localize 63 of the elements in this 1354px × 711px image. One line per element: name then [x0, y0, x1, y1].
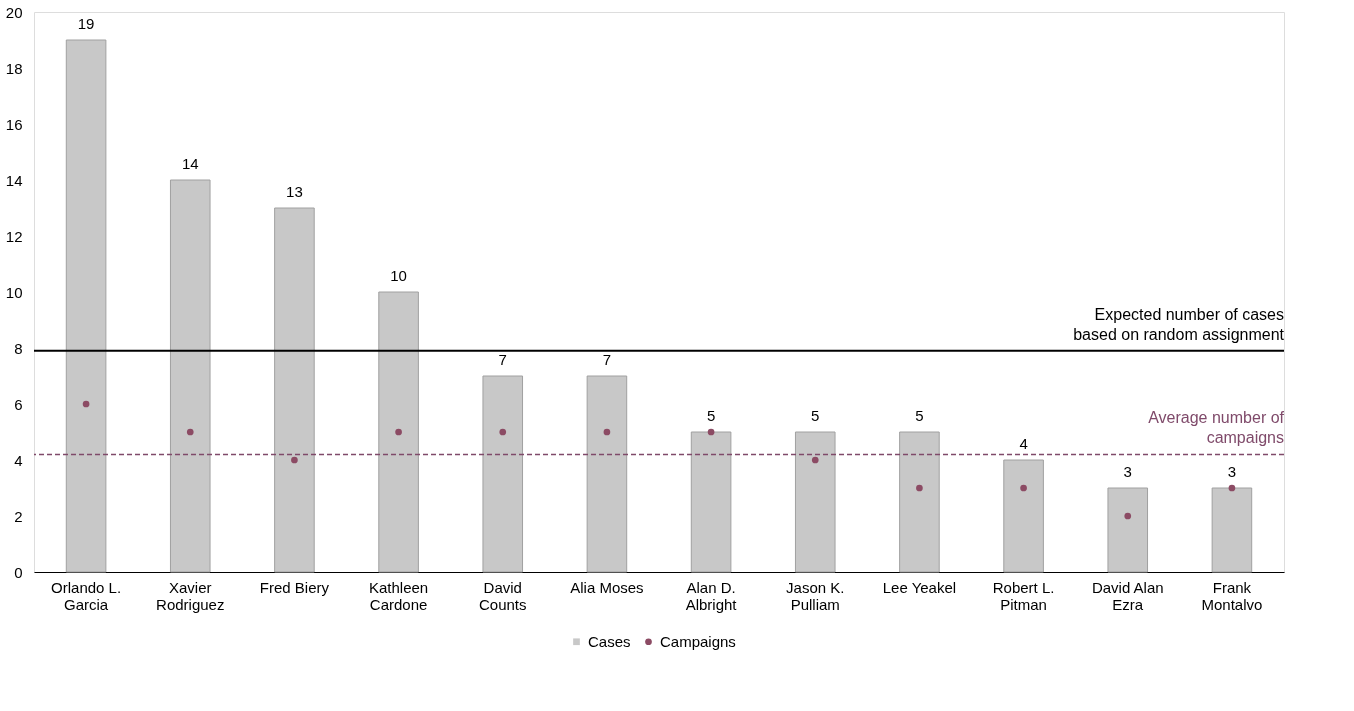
point	[707, 428, 715, 436]
point	[395, 428, 402, 436]
data-label: 10	[390, 267, 407, 284]
x-tick-label: Orlando L. Garcia	[51, 578, 122, 613]
bar	[482, 375, 524, 573]
data-label: 5	[811, 407, 820, 424]
ref-line-label: Expected number of cases based on random assignment	[1073, 305, 1285, 343]
y-tick-label: 8	[14, 339, 23, 357]
point	[811, 456, 819, 464]
x-tick-label: Xavier Rodriguez	[156, 578, 225, 613]
y-tick-label: 4	[14, 451, 23, 469]
legend-label: Cases	[588, 632, 631, 650]
point	[603, 428, 611, 436]
bar	[274, 207, 315, 573]
data-label: 5	[706, 407, 716, 424]
bar	[1003, 459, 1044, 573]
bar	[586, 375, 628, 573]
x-tick-label: Fred Biery	[259, 578, 330, 596]
y-tick-label: 14	[5, 171, 23, 189]
y-tick-label: 16	[5, 115, 23, 133]
data-label: 7	[498, 351, 507, 368]
point	[291, 456, 298, 464]
data-label: 7	[602, 351, 612, 368]
point	[1124, 512, 1132, 520]
point	[916, 484, 923, 492]
x-tick-label: David Counts	[478, 578, 527, 613]
ref-line-label: Average number of campaigns	[1148, 409, 1285, 447]
data-label: 4	[1019, 435, 1028, 452]
y-tick-label: 6	[14, 395, 23, 413]
point	[1228, 484, 1236, 492]
bar	[169, 179, 211, 573]
bar	[1211, 487, 1253, 573]
data-label: 19	[77, 15, 95, 32]
y-tick-label: 18	[5, 59, 23, 77]
data-label: 14	[181, 155, 199, 172]
x-tick-label: Robert L. Pitman	[992, 578, 1055, 613]
y-tick-label: 10	[5, 283, 23, 301]
data-label: 3	[1227, 463, 1237, 480]
bar	[378, 291, 419, 573]
point	[82, 400, 90, 408]
point	[186, 428, 194, 436]
point	[1020, 484, 1027, 492]
data-label: 13	[286, 183, 303, 200]
bar	[899, 431, 940, 573]
y-tick-label: 2	[14, 507, 23, 525]
y-tick-label: 0	[14, 563, 23, 581]
x-tick-label: Jason K. Pulliam	[786, 578, 845, 613]
x-tick-label: Lee Yeakel	[882, 578, 957, 596]
x-tick-label: Alia Moses	[570, 578, 644, 596]
x-tick-label: David Alan Ezra	[1091, 578, 1164, 613]
y-tick-label: 12	[5, 227, 23, 245]
data-label: 3	[1123, 463, 1132, 480]
bar	[1107, 487, 1149, 573]
data-label: 5	[915, 407, 924, 424]
bar	[690, 431, 732, 573]
x-tick-label: Alan D. Albright	[685, 578, 738, 613]
x-tick-label: Frank Montalvo	[1201, 578, 1263, 613]
bar	[794, 431, 836, 573]
y-tick-label: 20	[5, 3, 23, 21]
bar	[65, 39, 107, 573]
legend-label: Campaigns	[660, 632, 736, 650]
point	[499, 428, 507, 436]
x-tick-label: Kathleen Cardone	[368, 578, 429, 613]
